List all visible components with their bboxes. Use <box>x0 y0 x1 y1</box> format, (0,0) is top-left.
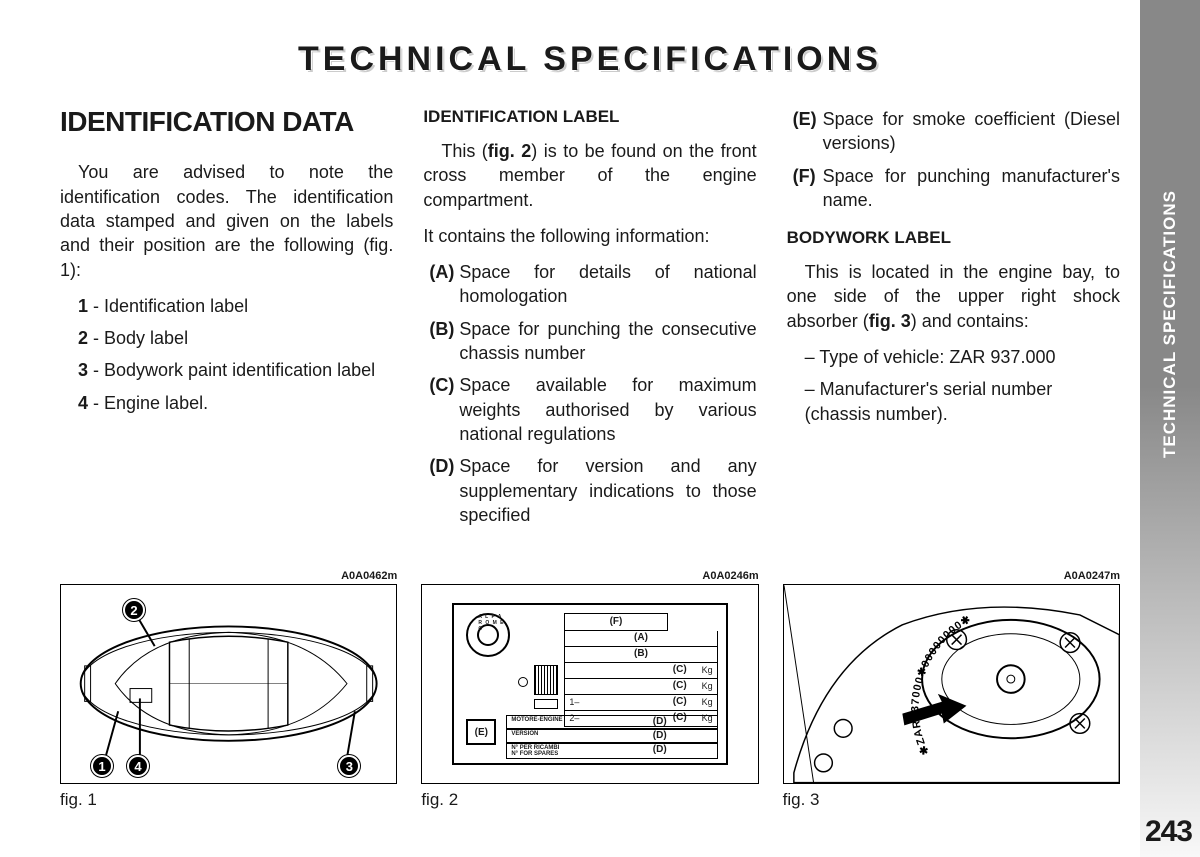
alfa-romeo-logo-icon: A L F A R O M E O <box>466 613 510 657</box>
list-item: 2 - Body label <box>60 326 393 350</box>
figure-3-image: ✱ZAR937000✱00000000✱ <box>783 584 1120 784</box>
figure-1-image: 2 1 4 3 <box>60 584 397 784</box>
image-code: A0A0247m <box>783 570 1120 582</box>
page-content: TECHNICAL SPECIFICATIONS IDENTIFICATION … <box>60 40 1120 840</box>
figure-2-image: A L F A R O M E O (F) (A) (B) (C)Kg (C)K… <box>421 584 758 784</box>
svg-text:✱ZAR937000✱00000000✱: ✱ZAR937000✱00000000✱ <box>909 613 973 757</box>
heading-identification-data: IDENTIFICATION DATA <box>60 107 393 136</box>
row-spares: N° PER RICAMBI N° FOR SPARES(D) <box>506 743 717 759</box>
image-code: A0A0462m <box>60 570 397 582</box>
figure-1: A0A0462m <box>60 570 397 810</box>
figures-row: A0A0462m <box>60 570 1120 810</box>
row-B: (B) <box>564 647 717 663</box>
label-plate: A L F A R O M E O (F) (A) (B) (C)Kg (C)K… <box>452 603 727 765</box>
chassis-stamp: ✱ZAR937000✱00000000✱ <box>909 613 973 757</box>
callout-4: 4 <box>127 755 149 777</box>
image-code: A0A0246m <box>421 570 758 582</box>
paragraph: This (fig. 2) is to be found on the fron… <box>423 139 756 212</box>
mini-hatch-icon <box>534 665 558 695</box>
page-title: TECHNICAL SPECIFICATIONS <box>60 40 1120 79</box>
list-item: (C)Space available for maximum weights a… <box>423 373 756 446</box>
box-E: (E) <box>466 719 496 745</box>
row-C: (C)Kg <box>564 663 717 679</box>
dash-item: – Manufacturer's serial number (chassis … <box>787 377 1120 426</box>
column-3: (E)Space for smoke coefficient (Diesel v… <box>787 107 1120 535</box>
mini-circle-icon <box>518 677 528 687</box>
list-item: (F)Space for punching manufacturer's nam… <box>787 164 1120 213</box>
figure-3: A0A0247m <box>783 570 1120 810</box>
heading-bodywork-label: BODYWORK LABEL <box>787 228 1120 248</box>
callout-1: 1 <box>91 755 113 777</box>
row-F: (F) <box>564 613 667 631</box>
list-item: (D)Space for version and any supplementa… <box>423 454 756 527</box>
heading-identification-label: IDENTIFICATION LABEL <box>423 107 756 127</box>
row-A: (A) <box>564 631 717 647</box>
figure-2: A0A0246m A L F A R O M E O (F) (A) (B) (… <box>421 570 758 810</box>
column-1: IDENTIFICATION DATA You are advised to n… <box>60 107 393 535</box>
shock-tower-icon: ✱ZAR937000✱00000000✱ <box>784 585 1119 783</box>
columns: IDENTIFICATION DATA You are advised to n… <box>60 107 1120 535</box>
page-number: 243 <box>1145 815 1192 849</box>
list-item: (A)Space for details of national homolog… <box>423 260 756 309</box>
paragraph: This is located in the engine bay, to on… <box>787 260 1120 333</box>
figure-caption: fig. 1 <box>60 790 397 810</box>
paragraph: It contains the following information: <box>423 224 756 248</box>
column-2: IDENTIFICATION LABEL This (fig. 2) is to… <box>423 107 756 535</box>
row-C: (C)Kg <box>564 679 717 695</box>
list-item: 3 - Bodywork paint identification label <box>60 358 393 382</box>
row-C: 1–(C)Kg <box>564 695 717 711</box>
mini-rect-icon <box>534 699 558 709</box>
list-item: 1 - Identification label <box>60 294 393 318</box>
list-item: (B)Space for punching the consecutive ch… <box>423 317 756 366</box>
intro-paragraph: You are advised to note the identificati… <box>60 160 393 281</box>
callout-2: 2 <box>123 599 145 621</box>
figure-caption: fig. 3 <box>783 790 1120 810</box>
dash-item: – Type of vehicle: ZAR 937.000 <box>787 345 1120 369</box>
sidebar-label: TECHNICAL SPECIFICATIONS <box>1160 190 1180 458</box>
list-item: 4 - Engine label. <box>60 391 393 415</box>
car-top-view-icon <box>61 585 396 782</box>
sidebar-tab: TECHNICAL SPECIFICATIONS 243 <box>1140 0 1200 857</box>
figure-caption: fig. 2 <box>421 790 758 810</box>
list-item: (E)Space for smoke coefficient (Diesel v… <box>787 107 1120 156</box>
row-version: VERSION(D) <box>506 729 717 743</box>
row-motore: MOTORE-ENGINE(D) <box>506 715 717 729</box>
